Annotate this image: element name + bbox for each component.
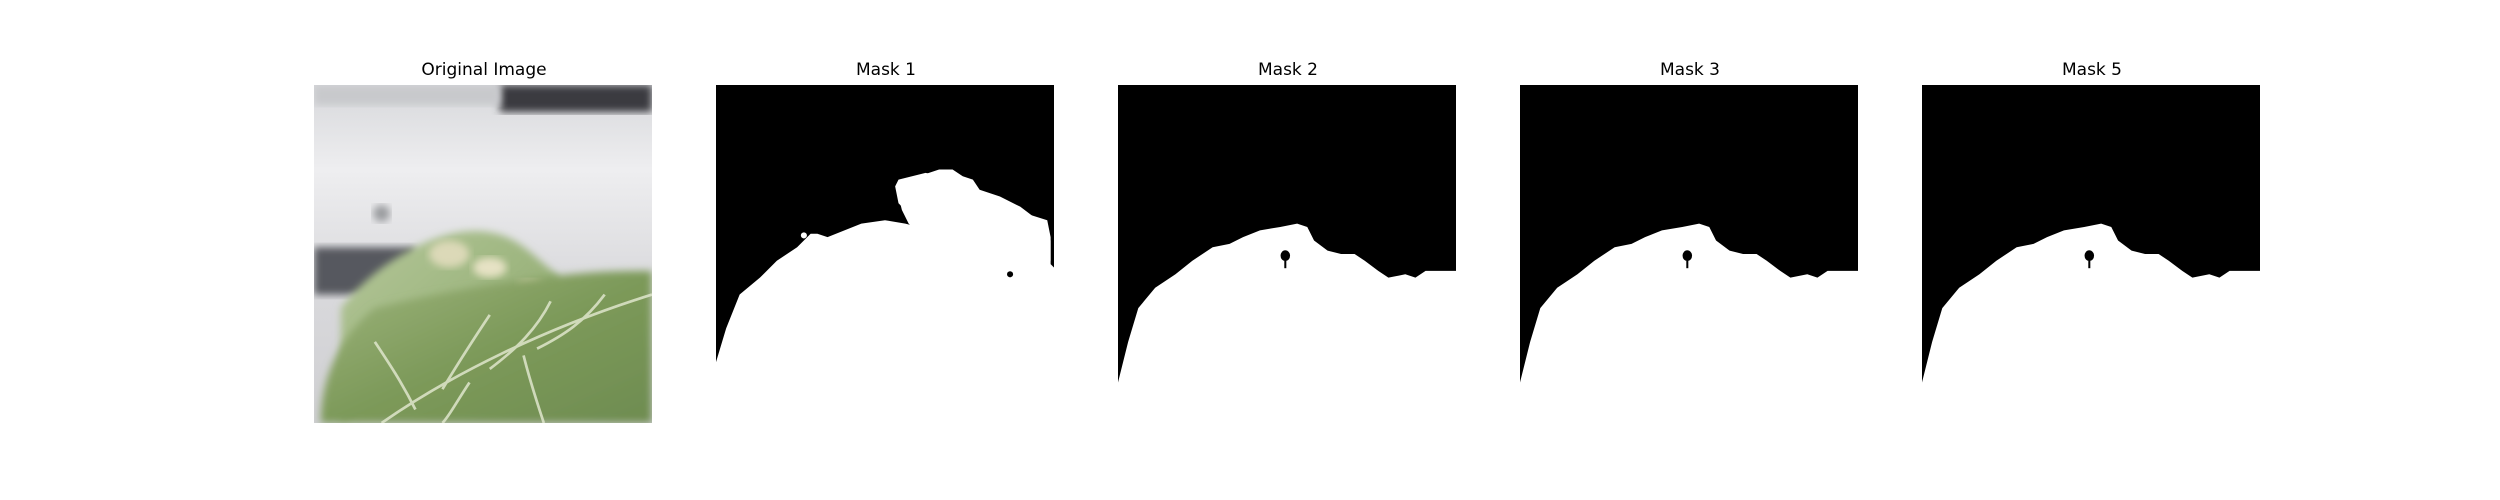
mask-image-2	[1118, 85, 1456, 423]
panel-title: Mask 1	[855, 60, 916, 80]
mask-image-1	[716, 85, 1054, 423]
original-image	[314, 85, 652, 423]
panel-title: Mask 5	[2061, 60, 2122, 80]
mask-image-5	[1922, 85, 2260, 423]
panel-title: Mask 3	[1659, 60, 1720, 80]
panel-title: Original Image	[421, 60, 547, 80]
panel-title: Mask 2	[1257, 60, 1318, 80]
mask-image-3	[1520, 85, 1858, 423]
